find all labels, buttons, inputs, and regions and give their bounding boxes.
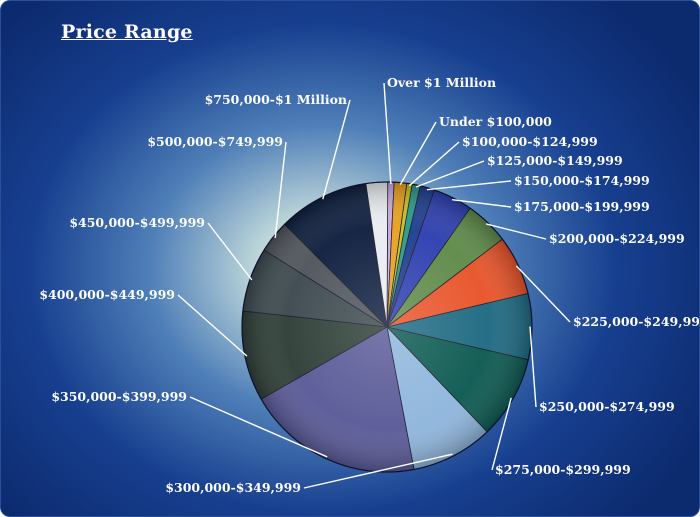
leader-line [491,397,512,471]
leader-line [485,223,547,240]
leader-line [177,294,248,357]
pie-outline [241,181,533,473]
slice-label: $175,000-$199,999 [514,199,650,214]
slice-label: Over $1 Million [387,75,496,90]
slice-label: $275,000-$299,999 [495,462,631,477]
slice-label: $750,000-$1 Million [205,92,347,107]
slice-label: $225,000-$249,999 [573,314,700,329]
leader-line [408,141,460,187]
slice-label: $400,000-$449,999 [39,287,175,302]
slice-label: $200,000-$224,999 [549,231,685,246]
leader-line [322,99,351,200]
slice-label: $125,000-$149,999 [487,153,623,168]
slice-label: $250,000-$274,999 [539,399,675,414]
slice-label: Under $100,000 [439,114,552,129]
leader-line [426,180,512,191]
leader-line [399,121,437,185]
chart-title: Price Range [61,21,193,43]
leader-line [274,141,287,238]
slice-label: $350,000-$399,999 [51,389,187,404]
leader-line [189,396,328,458]
leader-line [303,453,453,489]
slice-label: $500,000-$749,999 [147,134,283,149]
slice-label: $450,000-$499,999 [69,215,205,230]
leader-line [452,199,512,208]
leader-line [515,265,571,323]
leader-line [207,222,253,281]
leader-line [383,82,392,185]
slice-label: $300,000-$349,999 [165,480,301,495]
leader-line [529,326,537,408]
slice-label: $100,000-$124,999 [462,134,598,149]
leader-line [415,160,485,188]
slice-label: $150,000-$174,999 [514,173,650,188]
